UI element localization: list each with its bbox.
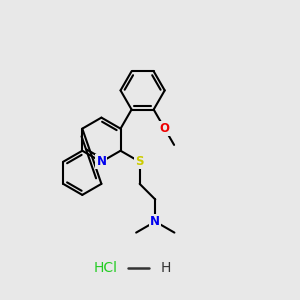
Text: N: N [150, 215, 160, 228]
Text: O: O [160, 122, 170, 135]
Text: HCl: HCl [94, 261, 118, 275]
Text: S: S [135, 155, 144, 168]
Text: N: N [96, 155, 106, 168]
Text: H: H [161, 261, 171, 275]
